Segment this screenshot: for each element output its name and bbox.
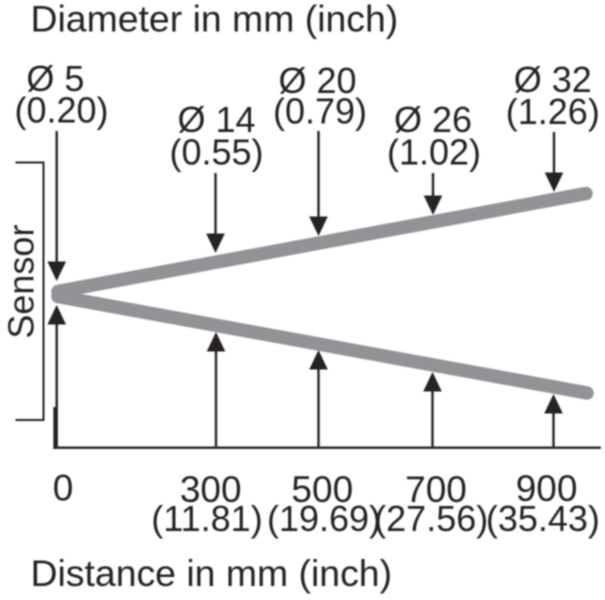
svg-text:Distance in mm (inch): Distance in mm (inch) (31, 552, 393, 594)
svg-text:Diameter in mm (inch): Diameter in mm (inch) (31, 0, 399, 40)
svg-text:Ø 14: Ø 14 (177, 99, 255, 140)
svg-text:700: 700 (405, 469, 467, 510)
svg-text:(35.43): (35.43) (486, 498, 600, 539)
svg-text:Ø 32: Ø 32 (514, 59, 592, 100)
svg-text:0: 0 (53, 468, 74, 509)
svg-text:(19.69): (19.69) (267, 498, 381, 539)
svg-text:900: 900 (516, 468, 578, 509)
svg-text:Ø 26: Ø 26 (394, 99, 472, 140)
svg-text:(0.55): (0.55) (169, 131, 263, 172)
svg-text:(1.26): (1.26) (506, 91, 600, 132)
svg-text:300: 300 (180, 469, 242, 510)
svg-text:500: 500 (291, 469, 353, 510)
svg-text:(0.79): (0.79) (273, 90, 367, 131)
svg-text:(1.02): (1.02) (387, 131, 481, 172)
svg-text:(11.81): (11.81) (151, 498, 262, 539)
svg-text:Sensor: Sensor (1, 225, 42, 339)
svg-text:Ø 5: Ø 5 (26, 58, 84, 99)
svg-text:Ø 20: Ø 20 (278, 60, 356, 101)
svg-text:(0.20): (0.20) (14, 90, 108, 131)
svg-text:(27.56): (27.56) (374, 498, 488, 539)
